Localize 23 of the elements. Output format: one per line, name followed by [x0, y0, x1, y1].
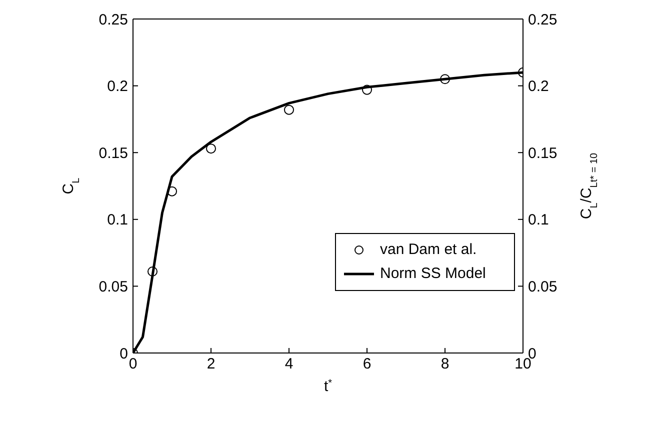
x-axis-title: t$^{*}$	[324, 378, 332, 395]
point	[284, 104, 294, 115]
legend-label: Norm SS Model	[380, 264, 486, 284]
point	[147, 266, 158, 277]
x-tick-label: 8	[440, 356, 450, 373]
y-tick-label: 0.05	[98, 278, 128, 296]
y2-tick-label: 0.1	[528, 212, 549, 229]
x-tick-label: 2	[206, 356, 216, 373]
y-tick-label: 0.2	[107, 78, 128, 96]
x-tick-label: 4	[284, 356, 294, 373]
y-tick-label: 0.15	[98, 144, 128, 162]
y2-tick-label: 0.2	[528, 78, 549, 96]
y2-tick-label: 0.05	[528, 278, 558, 296]
legend-label: van Dam et al.	[380, 240, 477, 260]
y-tick-label: 0.1	[107, 212, 128, 229]
point	[166, 186, 178, 196]
y-tick-label: 0.25	[98, 11, 128, 28]
point	[206, 144, 216, 154]
y2-tick-label: 0.15	[528, 144, 558, 162]
x-tick-label: 6	[362, 356, 372, 373]
point	[362, 84, 372, 95]
y2-tick-label: 0.25	[528, 11, 558, 28]
point	[440, 74, 450, 84]
